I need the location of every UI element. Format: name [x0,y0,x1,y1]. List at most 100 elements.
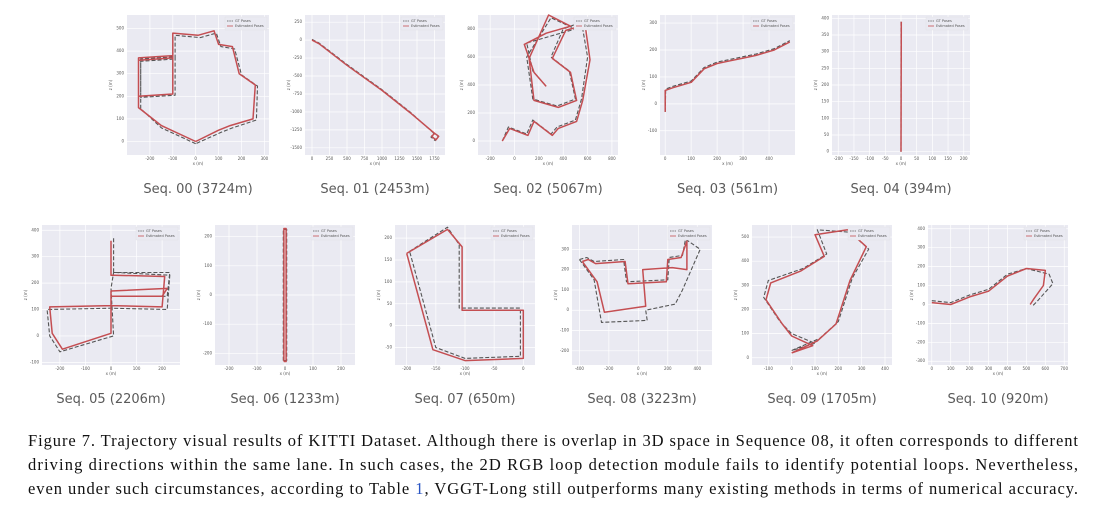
y-tick-label: -300 [916,358,926,363]
x-tick-label: 700 [1060,366,1068,371]
plot-area [127,15,269,155]
subplot: 0 100 200 300 400 500 600 700 -300 -200 -100 0 100 20… [909,225,1068,407]
y-tick-label: 100 [741,331,749,336]
y-tick-label: 600 [467,54,475,59]
x-tick-label: 400 [693,366,701,371]
x-tick-label: 100 [133,366,141,371]
y-tick-label: 200 [917,264,925,269]
y-tick-label: 300 [561,246,569,251]
x-tick-label: 800 [608,156,616,161]
legend-label: GT Poses [678,229,694,233]
subplot: -100 0 100 200 300 400 0 100 200 300 400 500 x (m) z … [733,225,892,407]
caption-text: , VGGT-Long still outperforms many exist… [424,479,1078,498]
subplot-caption: Seq. 04 (394m) [850,182,951,197]
x-tick-label: 400 [765,156,773,161]
x-tick-label: 400 [881,366,889,371]
y-tick-label: -200 [203,350,213,355]
legend [667,226,711,241]
x-tick-label: 300 [739,156,747,161]
trajectory [140,32,259,145]
trajectory [578,238,701,323]
x-axis-label: x (m) [460,371,471,376]
x-tick-label: 1500 [412,156,423,161]
legend-label: GT Poses [761,19,777,23]
x-tick-label: 400 [559,156,567,161]
y-tick-label: 0 [566,307,569,312]
x-tick-label: 100 [811,366,819,371]
y-tick-label: -100 [648,128,658,133]
x-axis-label: x (m) [637,371,648,376]
x-axis-label: x (m) [106,371,117,376]
trajectory [664,41,791,112]
y-tick-label: -200 [560,348,570,353]
x-tick-label: 0 [284,366,287,371]
x-tick-label: 0 [790,366,793,371]
figure-caption-line: Figure 7. Trajectory visual results of K… [28,431,1078,450]
x-tick-label: 750 [361,156,369,161]
x-tick-label: -100 [252,366,262,371]
x-tick-label: -150 [849,156,859,161]
legend-label: GT Poses [235,19,251,23]
y-tick-label: 100 [31,307,39,312]
x-tick-label: 200 [664,366,672,371]
subplot-caption: Seq. 08 (3223m) [587,392,696,407]
legend-label: Estimated Poses [761,24,790,28]
y-tick-label: -100 [30,359,40,364]
x-tick-label: 0 [522,366,525,371]
y-tick-label: 250 [294,19,302,24]
x-tick-label: 250 [326,156,334,161]
y-axis-label: z (m) [196,289,201,300]
y-axis-label: z (m) [813,79,818,90]
x-tick-label: 0 [931,366,934,371]
table-ref[interactable]: 1 [415,479,423,498]
x-tick-label: 0 [513,156,516,161]
y-tick-label: -1000 [290,109,302,114]
x-tick-label: 50 [914,156,920,161]
y-tick-label: 0 [299,37,302,42]
y-tick-label: 0 [209,292,212,297]
y-tick-label: -100 [203,321,213,326]
y-tick-label: 400 [741,258,749,263]
legend [573,16,617,31]
x-tick-label: -100 [460,366,470,371]
legend-label: Estimated Poses [411,24,440,28]
y-axis-label: z (m) [909,289,914,300]
x-tick-label: 0 [110,366,113,371]
plot-area [928,225,1068,365]
plot-area [752,225,892,365]
x-tick-label: -200 [402,366,412,371]
x-tick-label: 400 [1004,366,1012,371]
x-tick-label: -100 [81,366,91,371]
legend [224,16,268,31]
y-axis-label: z (m) [553,289,558,300]
y-tick-label: 250 [821,65,829,70]
x-tick-label: -200 [486,156,496,161]
x-tick-label: 0 [664,156,667,161]
legend [490,226,534,241]
y-tick-label: 300 [649,20,657,25]
y-tick-label: 400 [467,82,475,87]
y-tick-label: -500 [293,73,303,78]
figure-caption-line: driving directions within the same lane.… [28,455,1078,474]
x-axis-label: x (m) [993,371,1004,376]
x-tick-label: 200 [337,366,345,371]
y-tick-label: 400 [116,48,124,53]
trajectory [46,238,171,353]
legend [1023,226,1067,241]
y-tick-label: 200 [467,110,475,115]
y-tick-label: 0 [826,149,829,154]
subplot-caption: Seq. 03 (561m) [677,182,778,197]
subplot: 0 250 500 750 1000 1250 1500 1750 -1500 -1250 -100… [286,15,445,197]
legend-label: Estimated Poses [584,24,613,28]
caption-text: even under such circumstances, according… [28,479,414,498]
y-tick-label: 300 [116,71,124,76]
subplot: -200 -100 0 100 200 -200 -100 0 100 200 x (m) z (m)… [196,225,355,407]
x-tick-label: 1250 [394,156,405,161]
y-tick-label: -50 [385,345,392,350]
x-tick-label: 300 [985,366,993,371]
y-tick-label: 0 [121,138,124,143]
y-tick-label: 200 [561,267,569,272]
subplot: -200 0 200 400 600 800 0 200 400 600 800 x (m) z (m)… [459,14,618,197]
y-tick-label: 100 [917,283,925,288]
x-tick-label: 300 [858,366,866,371]
